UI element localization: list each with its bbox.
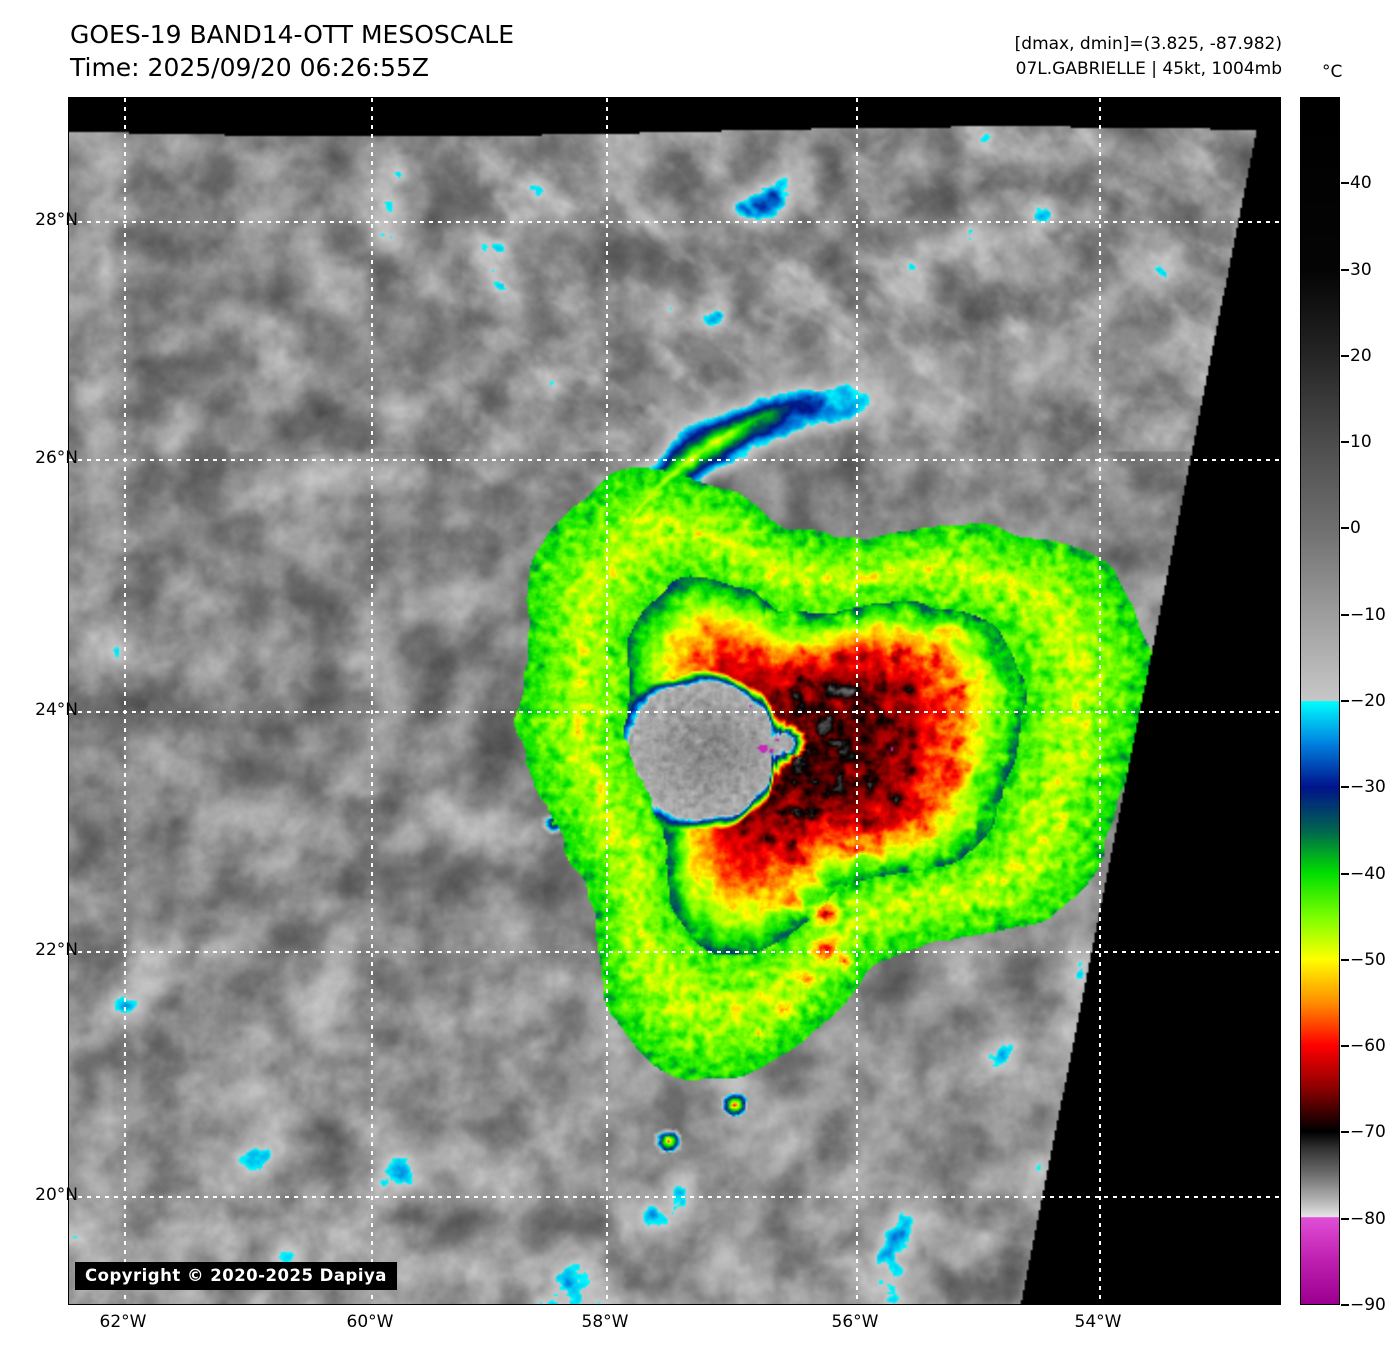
colorbar-tick-label: 30	[1350, 259, 1372, 280]
colorbar-tick-label: −90	[1350, 1295, 1386, 1315]
colorbar-tick-label: −80	[1350, 1208, 1386, 1229]
x-axis-tick-label: 56°W	[831, 1312, 879, 1332]
y-axis-tick-label: 24°N	[35, 700, 78, 720]
colorbar-tick-mark	[1341, 958, 1349, 961]
satellite-imagery-canvas	[69, 98, 1280, 1304]
colorbar-tick-mark	[1341, 700, 1349, 702]
colorbar-unit-label: °C	[1322, 62, 1343, 82]
colorbar-tick-mark	[1341, 182, 1349, 185]
colorbar-tick-label: −60	[1350, 1036, 1386, 1057]
colorbar-tick-mark	[1341, 1131, 1349, 1134]
colorbar-tick-label: −70	[1350, 1122, 1386, 1143]
y-axis-tick-label: 26°N	[35, 448, 78, 468]
y-axis-tick-label: 20°N	[35, 1185, 78, 1205]
y-axis-tick-label: 28°N	[35, 210, 78, 230]
copyright-banner: Copyright © 2020-2025 Dapiya	[75, 1262, 397, 1290]
x-axis-tick-label: 60°W	[346, 1312, 394, 1332]
header-meta-block: [dmax, dmin]=(3.825, -87.982) 07L.GABRIE…	[1015, 32, 1282, 82]
storm-info-label: 07L.GABRIELLE | 45kt, 1004mb	[1015, 59, 1282, 79]
x-axis-tick-label: 62°W	[99, 1312, 147, 1332]
colorbar-tick-label: −10	[1350, 604, 1386, 625]
dmax-dmin-label: [dmax, dmin]=(3.825, -87.982)	[1014, 34, 1282, 54]
colorbar-tick-label: 10	[1350, 432, 1372, 453]
colorbar-tick-label: −30	[1350, 777, 1386, 798]
page-title: GOES-19 BAND14-OTT MESOSCALE	[70, 20, 515, 49]
colorbar-tick-label: −40	[1350, 863, 1386, 884]
x-axis-tick-label: 58°W	[581, 1312, 629, 1332]
colorbar-tick-label: −50	[1350, 949, 1386, 970]
colorbar-tick-mark	[1341, 1217, 1349, 1220]
y-axis-tick-label: 22°N	[35, 940, 78, 960]
colorbar-tick-label: 20	[1350, 345, 1372, 366]
colorbar-gradient	[1300, 97, 1340, 1305]
colorbar-tick-mark	[1341, 786, 1349, 789]
colorbar-tick-mark	[1341, 441, 1349, 444]
colorbar-tick-mark	[1341, 613, 1349, 616]
colorbar-tick-mark	[1341, 1304, 1349, 1306]
colorbar-tick-mark	[1341, 268, 1349, 271]
colorbar-tick-mark	[1341, 1045, 1349, 1048]
colorbar-tick-label: −20	[1350, 691, 1386, 711]
colorbar	[1300, 97, 1340, 1305]
header-title-block: GOES-19 BAND14-OTT MESOSCALE Time: 2025/…	[70, 18, 514, 84]
colorbar-tick-mark	[1341, 354, 1349, 357]
timestamp-label: Time: 2025/09/20 06:26:55Z	[70, 53, 429, 82]
colorbar-tick-label: 0	[1350, 518, 1361, 539]
colorbar-tick-mark	[1341, 872, 1349, 875]
satellite-image-plot: Copyright © 2020-2025 Dapiya	[68, 97, 1281, 1305]
colorbar-tick-mark	[1341, 527, 1349, 530]
x-axis-tick-label: 54°W	[1074, 1312, 1122, 1332]
colorbar-tick-label: 40	[1350, 173, 1372, 194]
